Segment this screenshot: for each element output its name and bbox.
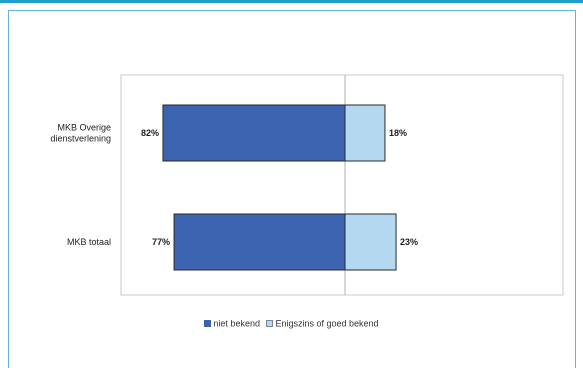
legend-swatch-niet-bekend [204, 320, 212, 328]
legend-label-enigszins-of-goed-bekend: Enigszins of goed bekend [275, 318, 379, 329]
category-label-mkb-overige-dienstverlening-line-1: MKB Overige [57, 123, 111, 133]
bar-enigszins-of-goed-bekend-mkb-overige-dienstverlening [344, 104, 386, 162]
figure-frame [8, 10, 576, 368]
data-label-niet-bekend-mkb-totaal: 77% [152, 237, 170, 247]
category-label-mkb-overige-dienstverlening-line-2: dienstverlening [50, 134, 111, 144]
data-label-enigszins-of-goed-bekend-mkb-overige-dienstverlening: 18% [389, 128, 407, 138]
data-label-enigszins-of-goed-bekend-mkb-totaal: 23% [400, 237, 418, 247]
legend-label-niet-bekend: niet bekend [213, 318, 260, 329]
legend: niet bekend Enigszins of goed bekend [0, 318, 583, 329]
category-label-mkb-totaal: MKB totaal [67, 237, 111, 247]
bar-niet-bekend-mkb-overige-dienstverlening [162, 104, 346, 162]
bar-enigszins-of-goed-bekend-mkb-totaal [344, 213, 397, 271]
bar-niet-bekend-mkb-totaal [173, 213, 346, 271]
data-label-niet-bekend-mkb-overige-dienstverlening: 82% [141, 128, 159, 138]
legend-swatch-enigszins-of-goed-bekend [266, 320, 274, 328]
plot-area-border [120, 74, 564, 296]
top-accent-rule [0, 0, 583, 3]
